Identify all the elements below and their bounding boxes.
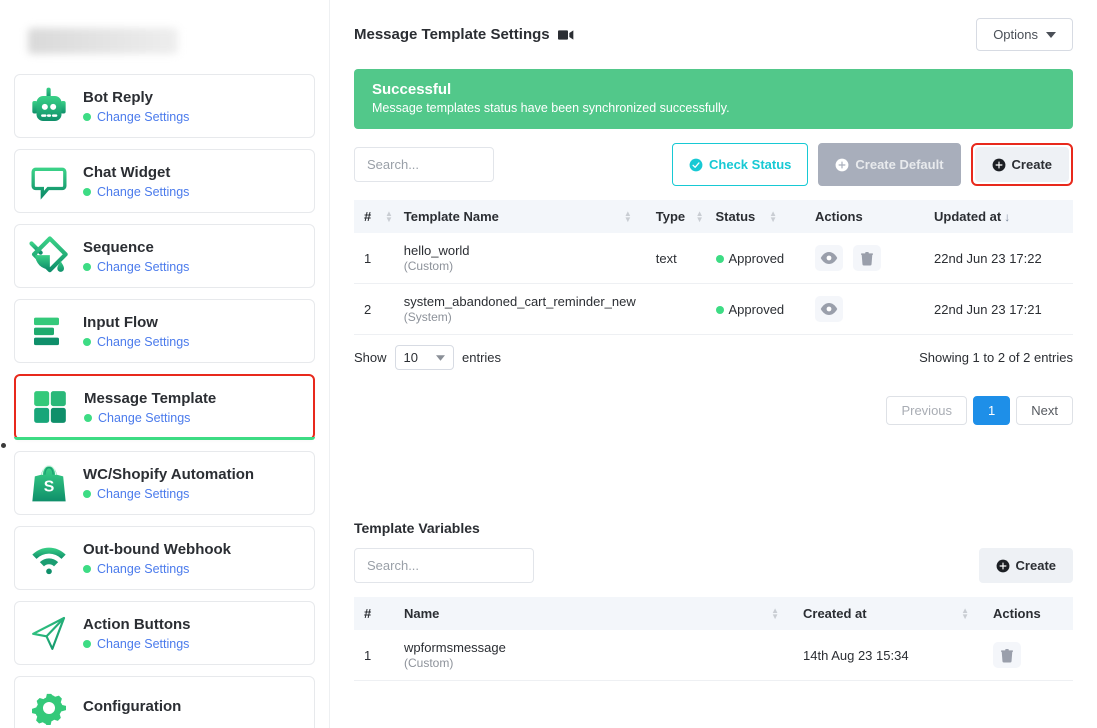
svg-text:S: S bbox=[44, 478, 55, 495]
